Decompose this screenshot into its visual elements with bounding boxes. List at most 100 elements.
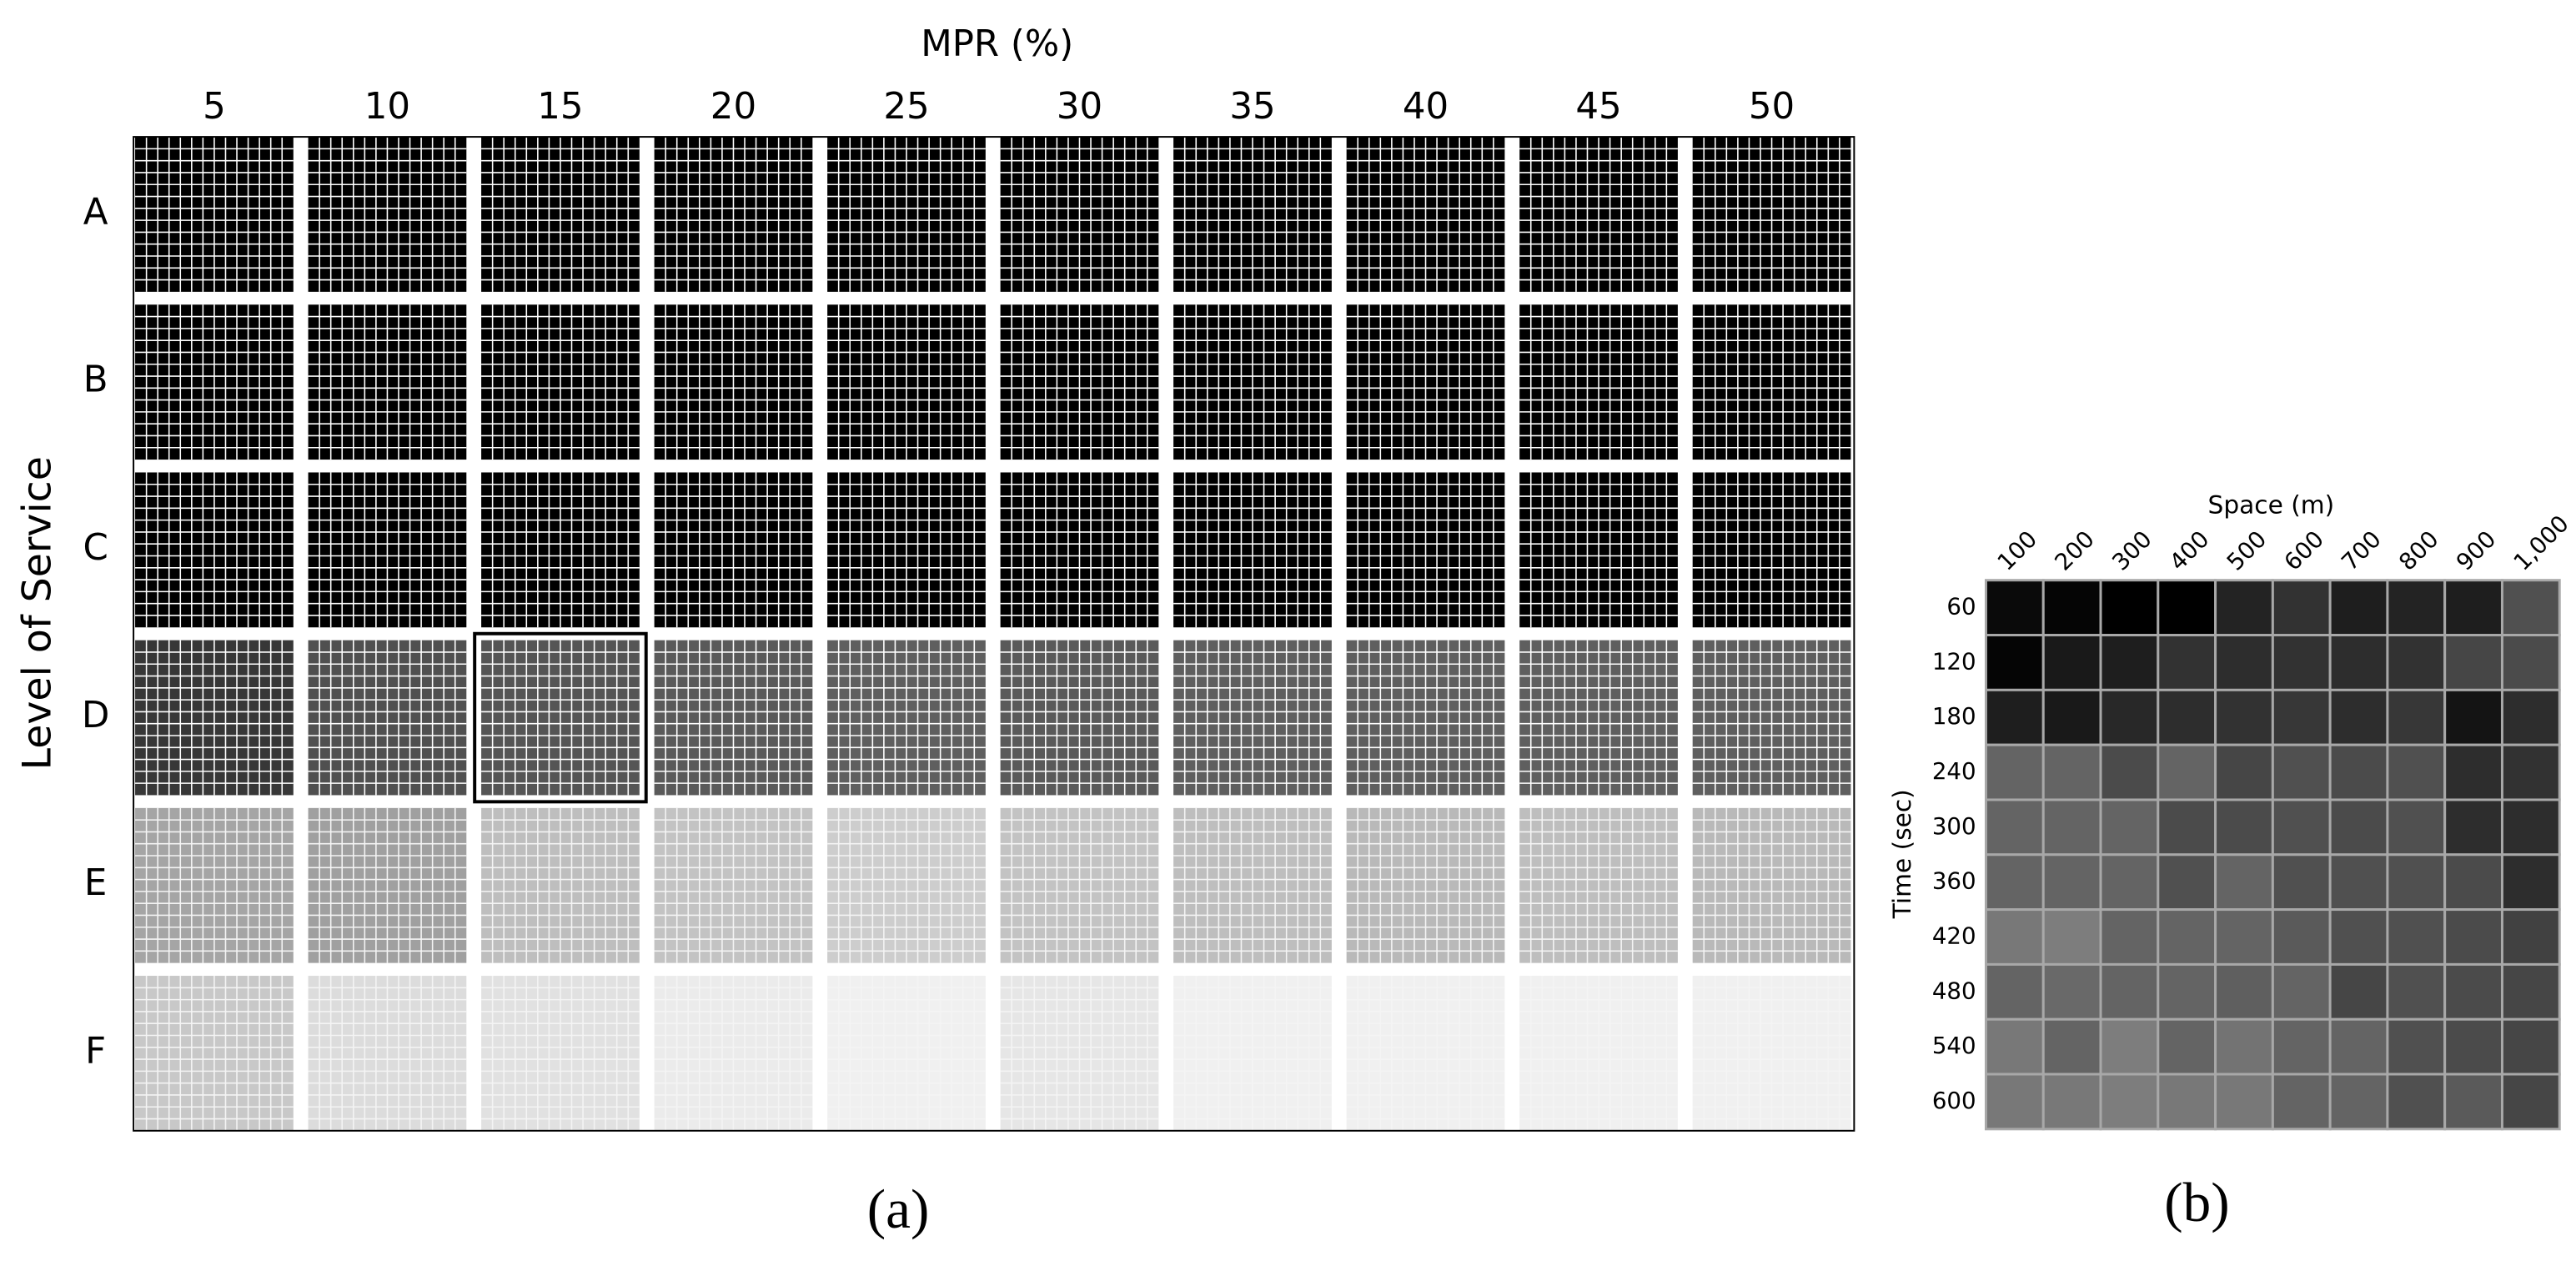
heat-cell xyxy=(2271,1017,2332,1076)
row-label: E xyxy=(84,862,107,904)
row-label: 120 xyxy=(1932,647,1976,675)
heat-cell xyxy=(2214,634,2274,691)
heat-cell xyxy=(1984,853,2045,912)
heat-cell xyxy=(2214,962,2274,1021)
heat-cell xyxy=(2157,579,2217,637)
heat-cell xyxy=(2157,853,2217,912)
heat-cell xyxy=(2328,1017,2389,1076)
heat-cell xyxy=(2157,743,2217,801)
column-label: 600 xyxy=(2278,525,2329,576)
heat-cell xyxy=(1984,1017,2045,1076)
heat-cell xyxy=(1984,798,2045,857)
column-label: 400 xyxy=(2164,525,2215,576)
column-label: 500 xyxy=(2222,525,2272,576)
column-label: 35 xyxy=(1229,86,1275,128)
heat-cell xyxy=(2157,908,2217,966)
column-label: 100 xyxy=(1992,525,2043,576)
heat-cell xyxy=(2328,1073,2389,1131)
panel-b-x-label: Space (m) xyxy=(2208,490,2335,519)
heat-cell xyxy=(2386,1073,2447,1131)
heat-cell xyxy=(2443,634,2503,691)
row-label: 360 xyxy=(1932,867,1976,895)
column-label: 1,000 xyxy=(2508,510,2573,575)
heat-cell xyxy=(2500,688,2561,746)
heat-cell xyxy=(2500,853,2561,912)
column-label: 800 xyxy=(2393,525,2444,576)
heat-cell xyxy=(2214,853,2274,912)
row-label: D xyxy=(82,695,109,736)
heat-cell xyxy=(2099,688,2160,746)
row-label: 60 xyxy=(1946,593,1976,620)
heat-cell xyxy=(2500,579,2561,637)
heat-cell xyxy=(2500,798,2561,857)
heat-cell xyxy=(1984,1073,2045,1131)
heat-cell xyxy=(2157,1017,2217,1076)
heat-cell xyxy=(2386,634,2447,691)
heat-cell xyxy=(2214,688,2274,746)
heat-cell xyxy=(2099,853,2160,912)
heat-cell xyxy=(2386,743,2447,801)
heat-cell xyxy=(2157,1073,2217,1131)
column-label: 20 xyxy=(711,86,756,128)
heat-cell xyxy=(2443,743,2503,801)
panel-a-y-label: Level of Service xyxy=(14,456,60,770)
row-label: B xyxy=(83,359,108,401)
column-label: 300 xyxy=(2106,525,2157,576)
heat-cell xyxy=(2271,798,2332,857)
heat-cell xyxy=(2271,743,2332,801)
column-label: 30 xyxy=(1057,86,1102,128)
heat-cell xyxy=(2041,634,2102,691)
heat-cell xyxy=(2386,853,2447,912)
column-label: 5 xyxy=(203,86,226,128)
heat-cell xyxy=(2271,688,2332,746)
row-label: 540 xyxy=(1932,1032,1976,1059)
column-label: 200 xyxy=(2049,525,2100,576)
heat-cell xyxy=(2386,579,2447,637)
heat-cell xyxy=(2271,853,2332,912)
row-label: 480 xyxy=(1932,977,1976,1004)
heat-cell xyxy=(2328,962,2389,1021)
heat-cell xyxy=(2214,798,2274,857)
column-label: 50 xyxy=(1749,86,1795,128)
heat-cell xyxy=(2099,798,2160,857)
heat-cell xyxy=(2271,579,2332,637)
heat-cell xyxy=(2099,634,2160,691)
heat-cell xyxy=(1984,962,2045,1021)
column-label: 15 xyxy=(537,86,583,128)
heat-cell xyxy=(2443,798,2503,857)
heat-cell xyxy=(2500,962,2561,1021)
heat-cell xyxy=(2328,853,2389,912)
heat-cell xyxy=(2386,962,2447,1021)
heat-cell xyxy=(2500,634,2561,691)
heat-cell xyxy=(2443,579,2503,637)
heat-cell xyxy=(2443,908,2503,966)
heat-cell xyxy=(2041,962,2102,1021)
heat-cell xyxy=(2099,908,2160,966)
heat-cell xyxy=(2271,908,2332,966)
heat-cell xyxy=(2099,743,2160,801)
row-label: 300 xyxy=(1932,812,1976,840)
heat-cell xyxy=(2157,634,2217,691)
panel-a-label: (a) xyxy=(867,1178,930,1240)
heat-cell xyxy=(1984,908,2045,966)
heat-cell xyxy=(2214,908,2274,966)
heat-cell xyxy=(2443,853,2503,912)
panel-b-label: (b) xyxy=(2164,1171,2229,1233)
heat-cell xyxy=(2328,743,2389,801)
heat-cell xyxy=(2386,1017,2447,1076)
heat-cell xyxy=(2041,908,2102,966)
heat-cell xyxy=(2157,798,2217,857)
heat-cell xyxy=(2041,853,2102,912)
column-label: 900 xyxy=(2451,525,2502,576)
heat-cell xyxy=(2099,1017,2160,1076)
heat-cell xyxy=(2041,743,2102,801)
plot-border xyxy=(133,136,1855,1132)
row-label: 240 xyxy=(1932,757,1976,785)
heat-cell xyxy=(2214,1073,2274,1131)
heat-cell xyxy=(2500,1073,2561,1131)
column-label: 25 xyxy=(883,86,929,128)
heat-cell xyxy=(2328,634,2389,691)
heat-cell xyxy=(2099,962,2160,1021)
